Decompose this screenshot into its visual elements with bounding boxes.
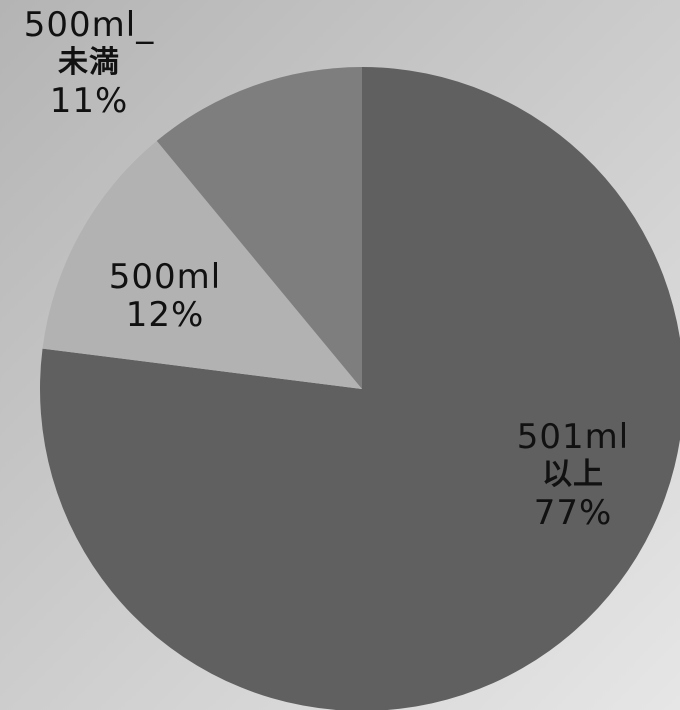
slice-label-501ml-over-name: 501ml bbox=[516, 417, 630, 457]
slice-label-500ml-under-percent: 11% bbox=[49, 80, 129, 121]
slice-label-500ml-under-qualifier: 未満 bbox=[58, 45, 120, 81]
slice-label-500ml: 500ml 12% bbox=[70, 258, 260, 334]
slice-label-501ml-over-qualifier: 以上 bbox=[542, 457, 604, 493]
slice-label-501ml-over: 501ml 以上 77% bbox=[488, 418, 658, 532]
pie-slice-501ml-over bbox=[40, 67, 680, 710]
slice-label-500ml-under-name: 500ml_ bbox=[23, 5, 155, 45]
pie-slice-500ml-under bbox=[156, 67, 362, 389]
slice-label-501ml-over-percent: 77% bbox=[533, 492, 613, 533]
slice-label-500ml-name: 500ml bbox=[108, 257, 222, 297]
slice-label-500ml-under: 500ml_ 未満 11% bbox=[4, 6, 174, 120]
slice-label-500ml-percent: 12% bbox=[125, 295, 205, 336]
pie-slice-500ml bbox=[42, 140, 362, 389]
